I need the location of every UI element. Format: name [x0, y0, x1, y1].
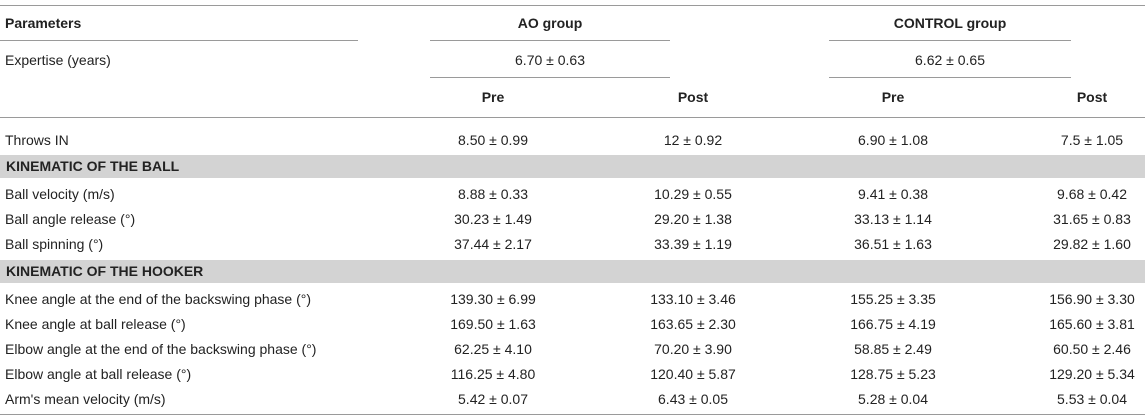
section-title: KINEMATIC OF THE BALL [6, 158, 180, 174]
row-label: Ball velocity (m/s) [5, 186, 115, 202]
row-ao-pre: 30.23 ± 1.49 [454, 211, 532, 227]
row-ao-pre: 5.42 ± 0.07 [458, 391, 528, 407]
header-rule-ao [430, 40, 670, 41]
row-ao-post: 10.29 ± 0.55 [654, 186, 732, 202]
expertise-rule-ao [430, 77, 670, 78]
header-control-group: CONTROL group [893, 15, 1007, 31]
row-ao-post: 29.20 ± 1.38 [654, 211, 732, 227]
row-label: Ball angle release (°) [5, 211, 136, 227]
row-control-post: 9.68 ± 0.42 [1057, 186, 1127, 202]
expertise-rule-control [829, 77, 1071, 78]
row-control-post: 7.5 ± 1.05 [1060, 132, 1124, 148]
row-ao-post: 12 ± 0.92 [663, 132, 723, 148]
header-rule-control [829, 40, 1071, 41]
row-control-pre: 9.41 ± 0.38 [858, 186, 928, 202]
row-control-pre: 166.75 ± 4.19 [850, 316, 936, 332]
section-header-ball: KINEMATIC OF THE BALL [0, 155, 1145, 178]
row-control-pre: 155.25 ± 3.35 [850, 291, 936, 307]
row-label: Elbow angle at ball release (°) [5, 366, 192, 382]
row-control-post: 31.65 ± 0.83 [1053, 211, 1131, 227]
subheader-ao-pre: Pre [481, 89, 505, 105]
section-header-hooker: KINEMATIC OF THE HOOKER [0, 260, 1145, 283]
subheader-control-post: Post [1076, 89, 1108, 105]
row-control-post: 156.90 ± 3.30 [1049, 291, 1135, 307]
row-control-post: 29.82 ± 1.60 [1053, 236, 1131, 252]
header-ao-group: AO group [517, 15, 583, 31]
row-ao-pre: 37.44 ± 2.17 [454, 236, 532, 252]
subheader-rule [0, 117, 1145, 118]
row-label: Knee angle at ball release (°) [5, 316, 186, 332]
expertise-label: Expertise (years) [5, 52, 111, 68]
row-ao-pre: 116.25 ± 4.80 [450, 366, 536, 382]
row-control-pre: 5.28 ± 0.04 [858, 391, 928, 407]
table-bottom-rule [0, 414, 1145, 415]
row-control-pre: 6.90 ± 1.08 [858, 132, 928, 148]
row-label: Arm's mean velocity (m/s) [5, 391, 166, 407]
row-ao-pre: 8.88 ± 0.33 [458, 186, 528, 202]
row-ao-pre: 8.50 ± 0.99 [458, 132, 528, 148]
row-ao-post: 6.43 ± 0.05 [658, 391, 728, 407]
row-label: Knee angle at the end of the backswing p… [5, 291, 312, 307]
row-ao-post: 120.40 ± 5.87 [650, 366, 736, 382]
row-label: Elbow angle at the end of the backswing … [5, 341, 317, 357]
row-ao-post: 133.10 ± 3.46 [650, 291, 736, 307]
header-parameters: Parameters [5, 15, 82, 31]
row-ao-post: 163.65 ± 2.30 [650, 316, 736, 332]
row-control-pre: 33.13 ± 1.14 [854, 211, 932, 227]
subheader-control-pre: Pre [881, 89, 905, 105]
row-control-pre: 36.51 ± 1.63 [854, 236, 932, 252]
row-control-post: 129.20 ± 5.34 [1049, 366, 1135, 382]
row-ao-pre: 169.50 ± 1.63 [450, 316, 536, 332]
row-ao-post: 70.20 ± 3.90 [654, 341, 732, 357]
row-control-pre: 58.85 ± 2.49 [854, 341, 932, 357]
row-control-post: 5.53 ± 0.04 [1057, 391, 1127, 407]
table-top-rule [0, 5, 1145, 6]
expertise-control-value: 6.62 ± 0.65 [915, 52, 985, 68]
expertise-ao-value: 6.70 ± 0.63 [515, 52, 585, 68]
row-control-post: 165.60 ± 3.81 [1049, 316, 1135, 332]
header-rule-parameters [0, 40, 358, 41]
row-control-pre: 128.75 ± 5.23 [850, 366, 936, 382]
row-label: Ball spinning (°) [5, 236, 104, 252]
row-label: Throws IN [5, 132, 69, 148]
row-control-post: 60.50 ± 2.46 [1053, 341, 1131, 357]
section-title: KINEMATIC OF THE HOOKER [6, 263, 204, 279]
subheader-ao-post: Post [677, 89, 709, 105]
row-ao-post: 33.39 ± 1.19 [654, 236, 732, 252]
row-ao-pre: 62.25 ± 4.10 [454, 341, 532, 357]
row-ao-pre: 139.30 ± 6.99 [450, 291, 536, 307]
